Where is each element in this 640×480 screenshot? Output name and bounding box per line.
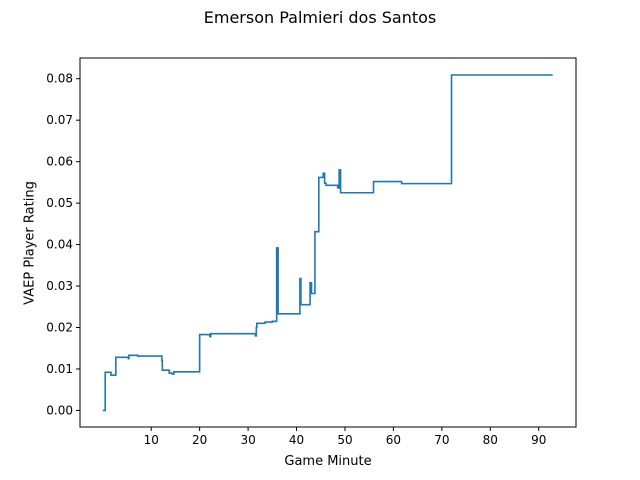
- x-tick-label: 40: [289, 433, 304, 447]
- y-tick-label: 0.07: [46, 113, 73, 127]
- x-tick-label: 70: [434, 433, 449, 447]
- chart-title: Emerson Palmieri dos Santos: [203, 8, 437, 27]
- x-tick-label: 30: [240, 433, 255, 447]
- x-tick-label: 60: [386, 433, 401, 447]
- series-line: [102, 74, 553, 412]
- x-axis-label: Game Minute: [284, 454, 372, 469]
- y-axis-label: VAEP Player Rating: [22, 181, 38, 305]
- x-tick-label: 90: [531, 433, 546, 447]
- x-tick-label: 80: [483, 433, 498, 447]
- x-tick-label: 50: [337, 433, 352, 447]
- y-tick-label: 0.01: [46, 362, 73, 376]
- y-tick-label: 0.00: [46, 403, 73, 417]
- x-tick-label: 20: [192, 433, 207, 447]
- y-tick-label: 0.04: [46, 238, 73, 252]
- y-tick-label: 0.03: [46, 279, 73, 293]
- y-tick-label: 0.05: [46, 196, 73, 210]
- y-tick-label: 0.08: [46, 72, 73, 86]
- plot-frame: [79, 57, 577, 428]
- y-tick-label: 0.02: [46, 320, 73, 334]
- y-tick-label: 0.06: [46, 155, 73, 169]
- x-tick-label: 10: [144, 433, 159, 447]
